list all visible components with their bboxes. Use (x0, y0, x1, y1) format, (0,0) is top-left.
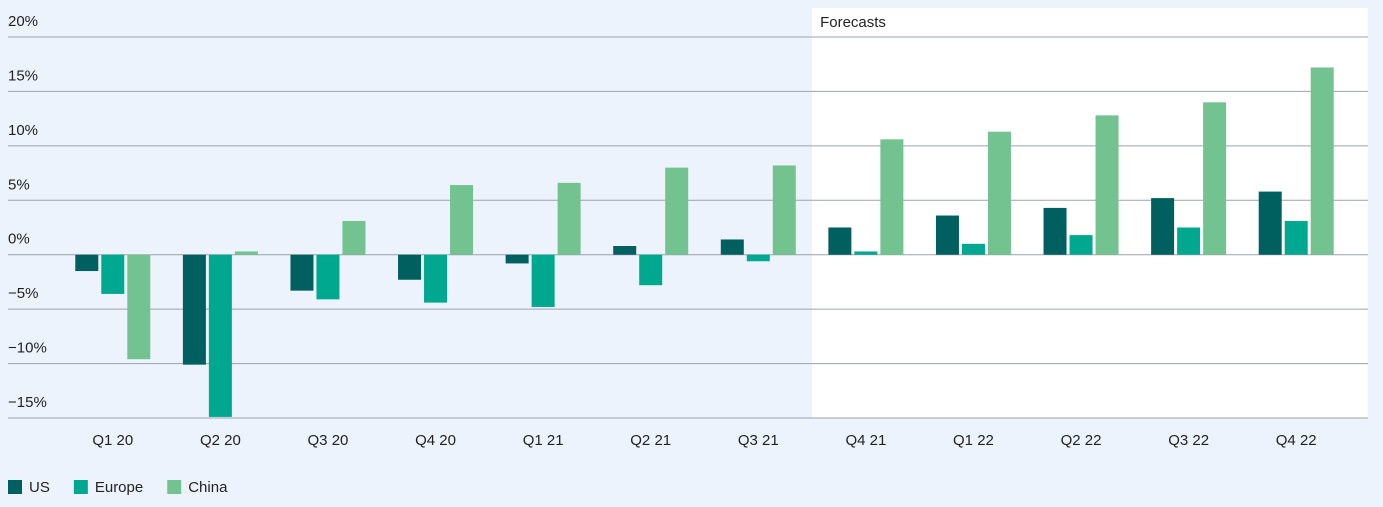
bar (316, 254, 340, 300)
bar (828, 227, 852, 255)
bar (639, 254, 663, 286)
bar (665, 167, 689, 255)
bar (505, 254, 529, 264)
y-tick-label: 0% (8, 231, 30, 248)
bar (127, 254, 151, 360)
x-tick-label: Q2 21 (630, 432, 671, 449)
x-tick-label: Q4 22 (1276, 432, 1317, 449)
bar (613, 246, 637, 255)
y-tick-label: 10% (8, 122, 38, 139)
x-tick-label: Q2 22 (1061, 432, 1102, 449)
bar (1310, 67, 1334, 255)
bar (1284, 220, 1308, 255)
bar (854, 251, 878, 255)
bar (424, 254, 448, 303)
bar (531, 254, 555, 307)
legend-swatch (73, 480, 88, 494)
legend-label: China (188, 479, 228, 496)
bar (342, 220, 366, 255)
bar (234, 251, 258, 255)
bar (720, 239, 744, 255)
bar (1151, 198, 1175, 255)
y-tick-label: 5% (8, 176, 30, 193)
bar (987, 131, 1011, 255)
x-tick-label: Q1 20 (92, 432, 133, 449)
x-tick-label: Q3 22 (1168, 432, 1209, 449)
bar (290, 254, 314, 291)
bar (557, 182, 581, 255)
bar (772, 165, 796, 255)
bar (880, 139, 904, 255)
bar (450, 185, 474, 255)
y-tick-label: −10% (8, 340, 47, 357)
legend-swatch (8, 480, 22, 494)
bar (1095, 115, 1119, 255)
y-tick-label: −15% (8, 394, 47, 411)
x-tick-label: Q3 21 (738, 432, 779, 449)
x-tick-label: Q3 20 (308, 432, 349, 449)
x-tick-label: Q1 21 (523, 432, 564, 449)
bar (1258, 191, 1282, 255)
x-tick-label: Q4 21 (845, 432, 886, 449)
y-tick-label: −5% (8, 285, 38, 302)
bar (182, 254, 206, 365)
bar (935, 215, 959, 255)
bar (208, 254, 232, 417)
bar (1177, 227, 1201, 255)
bar (1069, 235, 1093, 255)
bar (101, 254, 125, 294)
legend-swatch (167, 480, 182, 494)
bar (1043, 207, 1067, 255)
y-tick-label: 20% (8, 13, 38, 30)
bar (75, 254, 99, 272)
bar (746, 254, 770, 262)
bar (961, 243, 985, 255)
bar (398, 254, 422, 280)
x-tick-label: Q1 22 (953, 432, 994, 449)
x-tick-label: Q4 20 (415, 432, 456, 449)
x-tick-label: Q2 20 (200, 432, 241, 449)
legend-label: Europe (95, 479, 143, 496)
bar (1203, 102, 1227, 255)
y-tick-label: 15% (8, 67, 38, 84)
legend-label: US (29, 479, 50, 496)
annotation: Forecasts (820, 14, 886, 31)
